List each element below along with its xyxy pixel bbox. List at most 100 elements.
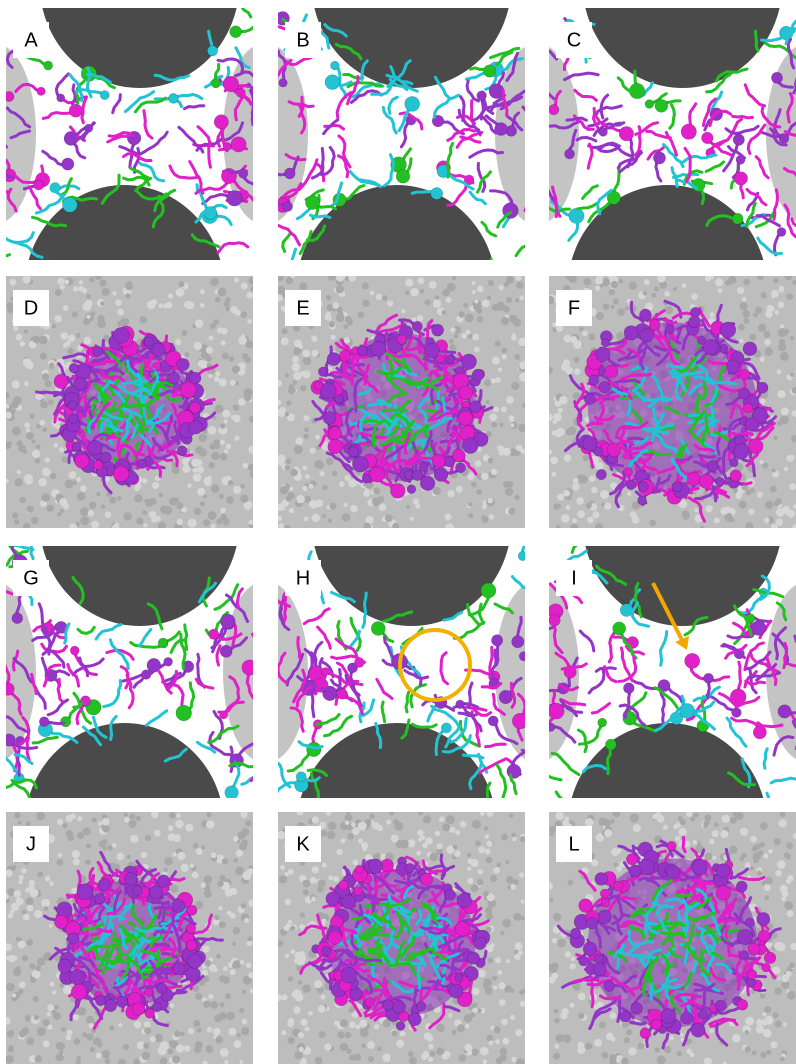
solvent-bead: [345, 815, 350, 820]
solvent-bead: [178, 281, 184, 287]
lipid-head: [68, 414, 77, 423]
solvent-bead: [559, 396, 567, 404]
lipid-head: [57, 902, 73, 918]
lipid-head: [355, 865, 363, 873]
solvent-bead: [377, 496, 384, 503]
lipid-tail: [231, 747, 233, 771]
solvent-bead: [292, 992, 298, 998]
lipid-head: [624, 467, 633, 476]
solvent-bead: [181, 864, 189, 872]
lipid-head: [512, 713, 528, 729]
lipid-tail: [37, 392, 62, 393]
lipid-head: [685, 653, 700, 668]
solvent-bead: [206, 1045, 214, 1053]
solvent-bead: [248, 446, 256, 454]
solvent-bead: [109, 1025, 114, 1030]
solvent-bead: [749, 334, 756, 341]
lipid-head: [70, 969, 86, 985]
solvent-bead: [207, 812, 212, 817]
lipid-head: [445, 890, 456, 901]
solvent-bead: [35, 1055, 42, 1062]
solvent-bead: [181, 330, 187, 336]
solvent-bead: [310, 877, 317, 884]
solvent-bead: [551, 472, 556, 477]
solvent-bead: [287, 492, 295, 500]
solvent-bead: [493, 867, 500, 874]
solvent-bead: [345, 1032, 351, 1038]
solvent-bead: [3, 392, 9, 398]
lipid-head: [329, 427, 342, 440]
solvent-bead: [718, 288, 723, 293]
solvent-bead: [498, 368, 502, 372]
solvent-bead: [299, 951, 305, 957]
solvent-bead: [49, 924, 53, 928]
solvent-bead: [368, 1056, 374, 1062]
solvent-bead: [198, 434, 206, 442]
solvent-bead: [98, 822, 102, 826]
solvent-bead: [522, 403, 527, 408]
lipid-head: [72, 442, 81, 451]
solvent-bead: [472, 281, 476, 285]
solvent-bead: [465, 1024, 469, 1028]
solvent-bead: [12, 512, 18, 518]
solvent-bead: [312, 866, 319, 873]
lipid-head: [326, 892, 340, 906]
solvent-bead: [447, 283, 456, 292]
solvent-bead: [66, 815, 73, 822]
solvent-bead: [220, 453, 227, 460]
solvent-bead: [214, 376, 220, 382]
lipid-head: [406, 863, 415, 872]
solvent-bead: [519, 296, 523, 300]
lipid-tail: [367, 929, 382, 931]
solvent-bead: [230, 969, 236, 975]
solvent-bead: [737, 287, 744, 294]
solvent-bead: [489, 413, 497, 421]
solvent-bead: [705, 275, 711, 281]
solvent-bead: [584, 278, 592, 286]
solvent-bead: [81, 288, 87, 294]
lipid-head: [176, 705, 192, 721]
solvent-bead: [128, 820, 136, 828]
solvent-bead: [546, 296, 554, 304]
lipid-head: [547, 723, 555, 731]
lipid-tail: [356, 959, 381, 961]
solvent-bead: [55, 315, 62, 322]
solvent-bead: [379, 504, 386, 511]
solvent-bead: [487, 957, 493, 963]
solvent-bead: [151, 299, 157, 305]
solvent-bead: [142, 478, 147, 483]
solvent-bead: [17, 820, 21, 824]
solvent-bead: [6, 983, 15, 992]
lipid-head: [687, 473, 700, 486]
solvent-bead: [512, 837, 517, 842]
solvent-bead: [14, 478, 22, 486]
solvent-bead: [65, 480, 74, 489]
solvent-bead: [768, 849, 773, 854]
solvent-bead: [743, 318, 749, 324]
solvent-bead: [487, 295, 491, 299]
solvent-bead: [176, 1044, 184, 1052]
solvent-bead: [550, 456, 558, 464]
solvent-bead: [309, 484, 314, 489]
solvent-bead: [276, 286, 285, 295]
solvent-bead: [208, 994, 213, 999]
solvent-bead: [13, 326, 18, 331]
lipid-tail: [185, 625, 187, 649]
solvent-bead: [385, 514, 393, 522]
solvent-bead: [207, 475, 212, 480]
solvent-bead: [720, 507, 728, 515]
solvent-bead: [250, 287, 255, 292]
solvent-bead: [41, 899, 50, 908]
solvent-bead: [281, 1030, 286, 1035]
solvent-bead: [168, 293, 173, 298]
solvent-bead: [173, 852, 177, 856]
lipid-head: [548, 703, 564, 719]
panel: E: [275, 273, 528, 533]
solvent-bead: [187, 484, 191, 488]
solvent-bead: [352, 859, 358, 865]
solvent-bead: [761, 292, 767, 298]
solvent-bead: [248, 899, 256, 907]
solvent-bead: [472, 988, 479, 995]
solvent-bead: [500, 1048, 507, 1055]
solvent-bead: [691, 293, 698, 300]
